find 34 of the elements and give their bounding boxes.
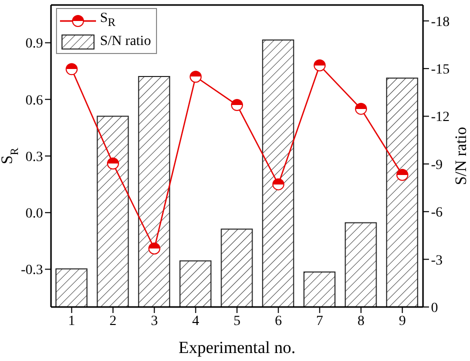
point [396, 168, 408, 181]
point [107, 158, 119, 170]
legend-label: S/N ratio [100, 34, 151, 48]
y2-tick-label: -15 [431, 62, 450, 78]
y2-tick-label: -18 [431, 14, 450, 30]
y-tick-label: -0.3 [20, 263, 43, 278]
x-tick-label: 5 [234, 314, 240, 329]
y2-tick-label: 0 [431, 300, 438, 316]
y-tick-label: 0.9 [26, 36, 43, 52]
x-tick-label: 6 [274, 314, 282, 329]
point [314, 59, 326, 72]
x-tick-label: 8 [358, 314, 364, 329]
x-tick-label: 7 [316, 314, 324, 329]
point [66, 63, 78, 76]
point [231, 99, 243, 112]
point [272, 178, 284, 190]
x-axis-title: Experimental no. [178, 338, 296, 357]
y2-tick-label: -12 [431, 110, 450, 126]
y2-tick-label: -9 [431, 158, 443, 173]
x-tick-label: 1 [68, 314, 76, 329]
x-tick-label: 9 [398, 314, 406, 329]
y-tick-label: 0.6 [26, 93, 43, 108]
point [148, 242, 160, 254]
y2-tick-label: -3 [431, 253, 443, 268]
y2-axis-title: S/N ratio [453, 126, 470, 186]
x-tick-label: 3 [150, 314, 158, 329]
y-tick-label: 0.0 [26, 206, 43, 222]
y2-tick-label: -6 [431, 206, 443, 221]
x-tick-label: 2 [110, 314, 116, 329]
legend-label: S$_{R}$ [100, 11, 116, 30]
point [355, 102, 367, 115]
y-tick-label: 0.3 [26, 150, 43, 165]
point [190, 70, 202, 83]
x-tick-label: 4 [192, 314, 200, 329]
